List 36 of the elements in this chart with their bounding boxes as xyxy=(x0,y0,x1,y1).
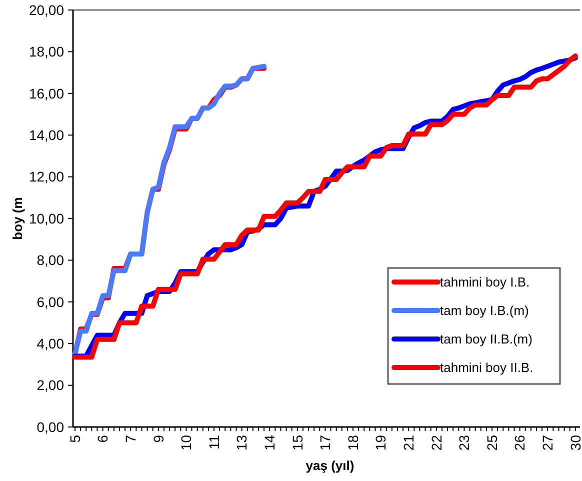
x-tick-label: 5 xyxy=(66,434,83,443)
y-tick-label: 0,00 xyxy=(36,418,64,435)
x-tick-label: 26 xyxy=(512,434,528,451)
y-axis-title: boy (m xyxy=(10,197,25,240)
x-tick-label: 7 xyxy=(122,434,138,443)
x-tick-label: 10 xyxy=(178,434,194,451)
y-tick-label: 10,00 xyxy=(28,210,64,226)
x-tick-label: 30 xyxy=(567,434,582,451)
x-tick-label: 27 xyxy=(540,434,556,451)
x-axis-title: yaş (yıl) xyxy=(306,458,354,473)
y-tick-label: 6,00 xyxy=(36,294,64,310)
y-tick-label: 2,00 xyxy=(36,377,64,394)
x-tick-label: 17 xyxy=(317,434,334,451)
x-tick-label: 25 xyxy=(484,434,500,451)
x-tick-label: 6 xyxy=(94,434,111,443)
x-tick-label: 14 xyxy=(262,434,278,451)
x-tick-label: 11 xyxy=(206,434,222,450)
y-tick-label: 16,00 xyxy=(28,85,64,102)
x-tick-label: 15 xyxy=(289,434,306,451)
legend-label: tahmini boy II.B. xyxy=(440,360,534,376)
y-tick-label: 4,00 xyxy=(36,336,64,352)
y-tick-label: 8,00 xyxy=(36,252,64,268)
x-tick-label: 19 xyxy=(372,434,389,451)
x-tick-label: 21 xyxy=(400,434,416,451)
x-tick-label: 18 xyxy=(344,434,361,451)
y-tick-label: 20,00 xyxy=(28,2,64,18)
legend-label: tam boy I.B.(m) xyxy=(440,303,529,318)
x-tick-label: 23 xyxy=(456,434,472,451)
y-tick-label: 14,00 xyxy=(28,127,64,143)
legend-label: tahmini boy I.B. xyxy=(440,274,530,290)
x-tick-label: 22 xyxy=(428,434,444,451)
legend-label: tam boy II.B.(m) xyxy=(440,332,532,347)
x-tick-label: 9 xyxy=(150,434,166,443)
x-tick-label: 13 xyxy=(234,434,250,451)
y-tick-label: 18,00 xyxy=(28,44,64,60)
y-tick-label: 12,00 xyxy=(28,168,64,185)
